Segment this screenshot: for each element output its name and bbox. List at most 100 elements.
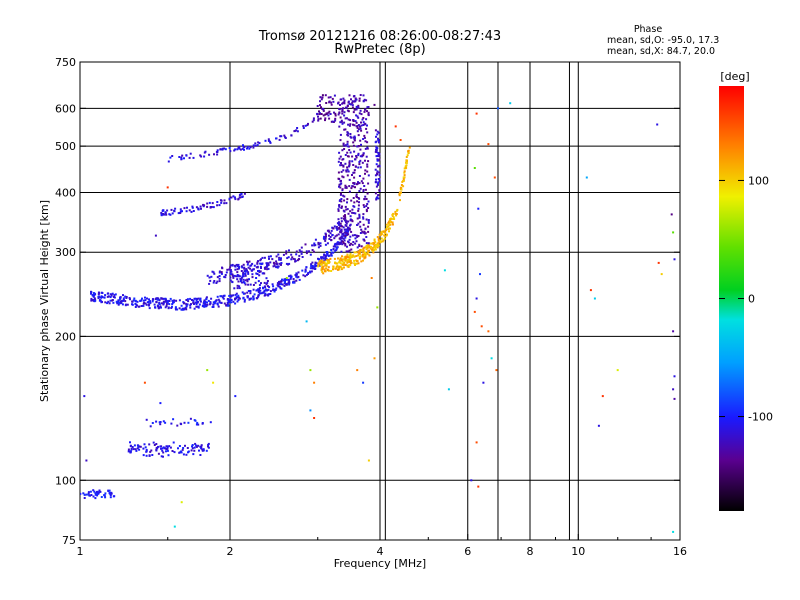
echo-point-o-mode-cusp-cloud [353,108,356,111]
echo-point-f-region-o-mode-lower-branch [288,283,291,286]
echo-point-o-mode-cusp-cloud [352,171,355,174]
echo-point-f-region-o-mode-lower-branch [320,256,323,259]
echo-point-f-region-o-mode-lower-branch [117,300,120,303]
echo-point-x-mode-trace [344,264,347,266]
echo-point-es-echoes-115-km [169,446,172,449]
echo-point-x-mode-trace [327,259,330,261]
echo-point-oblique-spread-2-2-4-mhz [256,266,259,269]
x-tick-label: 16 [673,545,687,558]
echo-point-o-mode-cusp-cloud [345,186,348,189]
echo-point-f-region-o-mode-lower-branch [98,296,101,299]
echo-point-f-region-o-mode-lower-branch [101,292,104,294]
echo-point-f-region-o-mode-lower-branch [183,307,186,310]
echo-point-oblique-spread-2-2-4-mhz [239,280,242,283]
echo-point-f-region-o-mode-lower-branch [153,303,156,306]
echo-point-e-region-echoes [109,496,112,499]
echo-point-f-region-o-mode-lower-branch [162,297,165,300]
echo-point-f-region-o-mode-lower-branch [125,296,128,298]
echo-point-x-mode-trace [346,255,349,258]
echo-point-upper-oblique-echo-500-km [246,145,249,148]
echo-point-o-mode-cusp-cloud [342,209,345,212]
echo-point-f-region-o-mode-lower-branch [174,306,177,309]
echo-point-f-region-o-mode-lower-branch [220,295,223,298]
chart-subtitle: RwPretec (8p) [334,42,425,57]
echo-point-upper-oblique-echo-400-km [240,192,243,195]
echo-point-f-region-o-mode-upper-branch [328,234,330,237]
echo-point-f-region-o-mode-lower-branch [265,288,267,291]
echo-point-f-region-o-mode-lower-branch [90,299,93,302]
echo-point-f-region-o-mode-lower-branch [155,301,158,303]
echo-point-f-region-o-mode-upper-branch [300,252,303,255]
echo-point-upper-oblique-echo-500-km [192,156,195,159]
echo-point-o-mode-cusp-cloud [339,133,342,136]
echo-point-x-mode-trace [369,247,372,250]
echo-point-f-region-o-mode-lower-branch [280,283,283,286]
echo-point-o-mode-cusp-cloud [358,190,361,192]
echo-point-f-region-o-mode-upper-branch [333,237,336,240]
echo-point-upper-oblique-echo-500-km [306,124,309,127]
echo-point-f-region-o-mode-lower-branch [328,254,331,257]
echo-point-upper-oblique-echo-650-km [324,117,327,120]
echo-point-o-mode-cusp-cloud [338,205,341,208]
echo-point-f-region-o-mode-upper-branch [234,268,237,271]
echo-point-oblique-spread-2-2-4-mhz [246,263,249,266]
echo-point-x-mode-trace [405,160,408,162]
echo-point-es-echoes-130-km [159,421,162,423]
echo-point-upper-oblique-echo-400-km [171,212,174,215]
echo-point-upper-oblique-echo-400-km [174,207,177,210]
echo-point-f-region-o-mode-lower-branch [168,303,171,306]
echo-point-o-mode-cusp-cloud [362,238,365,241]
echo-point-upper-oblique-echo-400-km [218,204,221,207]
scattered-echo-point [309,409,312,412]
echo-point-es-echoes-115-km [200,444,203,447]
echo-point-f-region-o-mode-lower-branch [234,293,237,296]
echo-point-o-mode-cusp-cloud [364,195,367,198]
echo-point-f-region-o-mode-lower-branch [148,307,151,310]
echo-point-x-mode-trace [383,231,386,234]
echo-point-o-mode-cusp-cloud [351,208,354,211]
echo-point-es-echoes-115-km [205,449,208,452]
echo-point-o-mode-cusp-at-4-mhz [375,149,378,152]
echo-point-o-mode-cusp-cloud [362,190,365,193]
echo-point-f-region-o-mode-lower-branch [213,302,216,305]
echo-point-upper-oblique-echo-500-km [302,127,305,129]
echo-point-o-mode-cusp-cloud [366,192,369,195]
echo-point-o-mode-cusp-cloud [340,250,343,253]
echo-point-x-mode-trace [373,239,376,242]
echo-point-f-region-o-mode-upper-branch [209,279,212,282]
echo-point-o-mode-cusp-cloud [359,166,362,169]
echo-point-upper-oblique-echo-400-km [228,197,231,200]
echo-point-o-mode-cusp-cloud [357,145,360,148]
echo-point-f-region-o-mode-upper-branch [240,270,243,272]
echo-point-f-region-o-mode-upper-branch [291,256,294,259]
echo-point-x-mode-trace [391,213,394,216]
echo-point-es-echoes-115-km [191,444,194,446]
echo-point-o-mode-cusp-cloud [358,197,361,200]
echo-point-o-mode-cusp-cloud [367,219,370,222]
echo-point-e-region-echoes [83,497,86,499]
echo-point-f-region-o-mode-lower-branch [283,284,286,287]
echo-point-o-mode-cusp-cloud [345,228,348,231]
echo-point-o-mode-cusp-at-4-mhz [376,147,379,150]
echo-point-o-mode-cusp-at-4-mhz [374,141,377,144]
echo-point-f-region-o-mode-lower-branch [342,234,345,237]
echo-point-es-echoes-115-km [171,450,174,452]
echo-point-upper-oblique-echo-400-km [220,201,223,204]
echo-point-upper-oblique-echo-400-km [206,202,209,205]
echo-point-x-mode-trace [341,267,344,270]
echo-point-upper-oblique-echo-500-km [284,137,287,139]
echo-point-o-mode-cusp-cloud [354,237,357,240]
echo-point-o-mode-cusp-cloud [365,208,368,211]
y-tick-label: 500 [55,140,76,153]
echo-point-f-region-o-mode-lower-branch [323,254,326,257]
echo-point-f-region-o-mode-lower-branch [262,291,265,294]
echo-point-x-mode-trace [327,266,330,269]
echo-point-f-region-o-mode-lower-branch [320,257,323,260]
echo-point-e-region-echoes [108,491,111,494]
echo-point-o-mode-cusp-at-4-mhz [378,174,381,177]
echo-point-x-mode-trace [403,171,406,174]
echo-point-o-mode-cusp-cloud [343,228,346,231]
echo-point-es-echoes-115-km [193,446,196,449]
echo-point-oblique-spread-2-2-4-mhz [243,267,246,270]
